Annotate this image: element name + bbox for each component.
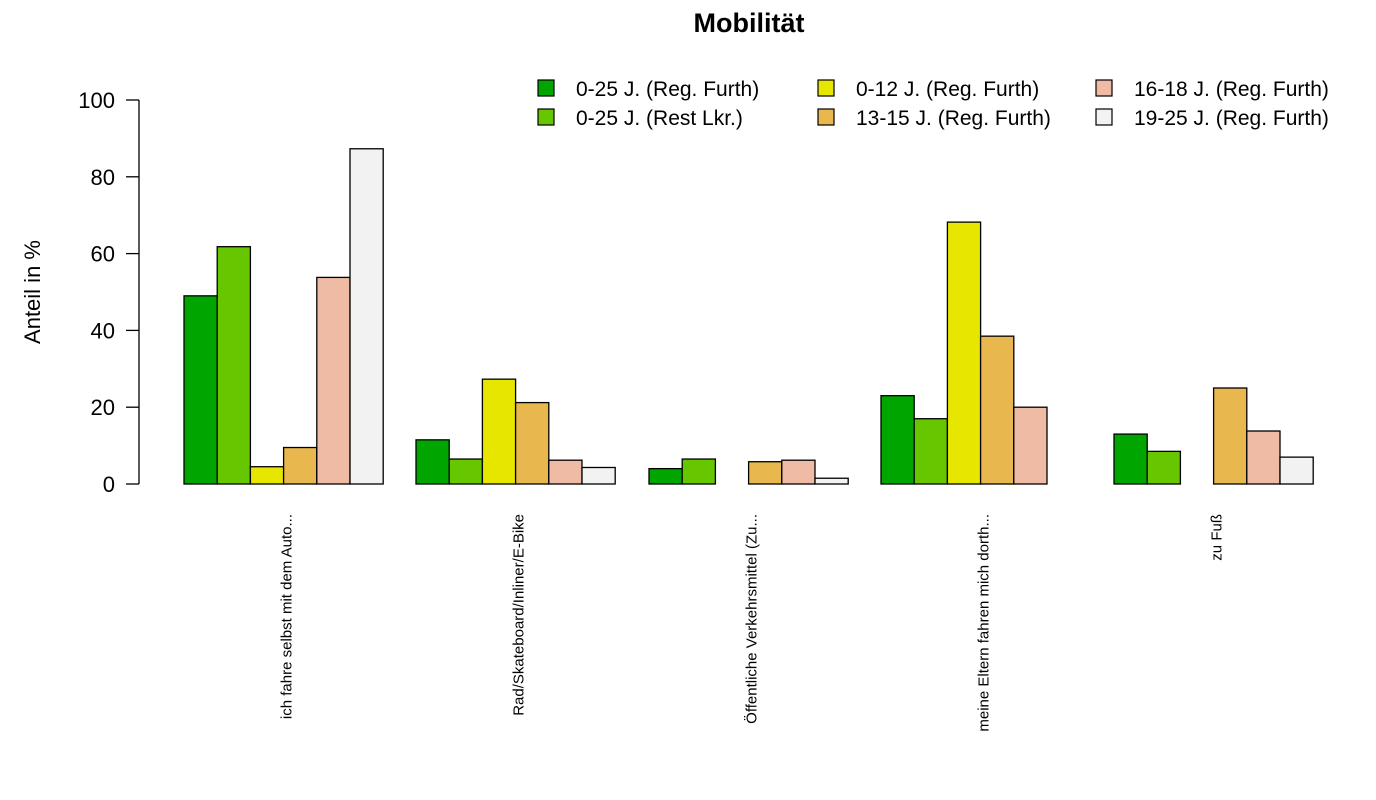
legend: 0-25 J. (Reg. Furth) 0-25 J. (Rest Lkr.) 0… (537, 78, 1329, 130)
legend-label: 19-25 J. (Reg. Furth) (1134, 107, 1329, 130)
y-tick-label: 0 (103, 472, 115, 497)
bar (1146, 450, 1182, 485)
bar (448, 458, 484, 485)
category-label: ich fahre selbst mit dem Auto... (279, 514, 296, 719)
bar (880, 395, 915, 485)
bar (1212, 387, 1248, 485)
bar (548, 459, 583, 485)
category-label: Öffentliche Verkehrsmittel (Zu... (743, 514, 761, 724)
y-axis-label: Anteil in % (20, 240, 45, 344)
bar (946, 221, 982, 485)
y-tick-label: 80 (91, 165, 115, 190)
bar (781, 459, 816, 485)
bar (581, 466, 616, 485)
bar (216, 246, 252, 485)
legend-swatch (537, 79, 555, 97)
legend-label: 0-25 J. (Rest Lkr.) (576, 107, 743, 130)
bar (415, 439, 450, 485)
bar (979, 335, 1015, 485)
bar (648, 467, 683, 485)
legend-label: 0-12 J. (Reg. Furth) (856, 78, 1039, 101)
legend-label: 13-15 J. (Reg. Furth) (856, 107, 1051, 130)
bar (316, 276, 351, 485)
bar (913, 418, 949, 485)
bar (514, 401, 550, 485)
y-tick-label: 20 (91, 395, 115, 420)
legend-label: 0-25 J. (Reg. Furth) (576, 78, 759, 101)
bar (282, 446, 318, 485)
bar (747, 461, 783, 485)
bar (183, 295, 218, 485)
bar (1113, 433, 1148, 485)
bar (1246, 430, 1281, 485)
y-tick-label: 40 (91, 318, 115, 343)
bar (249, 466, 285, 485)
bar (349, 148, 384, 485)
y-tick-label: 60 (91, 242, 115, 267)
bar (1279, 456, 1314, 485)
chart-title: Mobilität (694, 8, 805, 38)
category-label: meine Eltern fahren mich dorth... (976, 514, 993, 732)
y-tick-label: 100 (78, 88, 115, 113)
bars (183, 148, 1314, 485)
legend-swatch (1095, 108, 1113, 126)
category-label: zu Fuß (1209, 514, 1226, 561)
bar (681, 458, 717, 485)
bar (1013, 406, 1048, 485)
legend-swatch (817, 108, 835, 126)
legend-swatch (1095, 79, 1113, 97)
category-labels: ich fahre selbst mit dem Auto... Rad/Skat… (279, 514, 1226, 732)
y-axis: 0 20 40 60 80 100 (78, 88, 140, 497)
legend-label: 16-18 J. (Reg. Furth) (1134, 78, 1329, 101)
bar (481, 378, 517, 485)
legend-swatch (817, 79, 835, 97)
bar (814, 477, 849, 485)
legend-swatch (537, 108, 555, 126)
category-label: Rad/Skateboard/Inliner/E-Bike (511, 514, 528, 716)
